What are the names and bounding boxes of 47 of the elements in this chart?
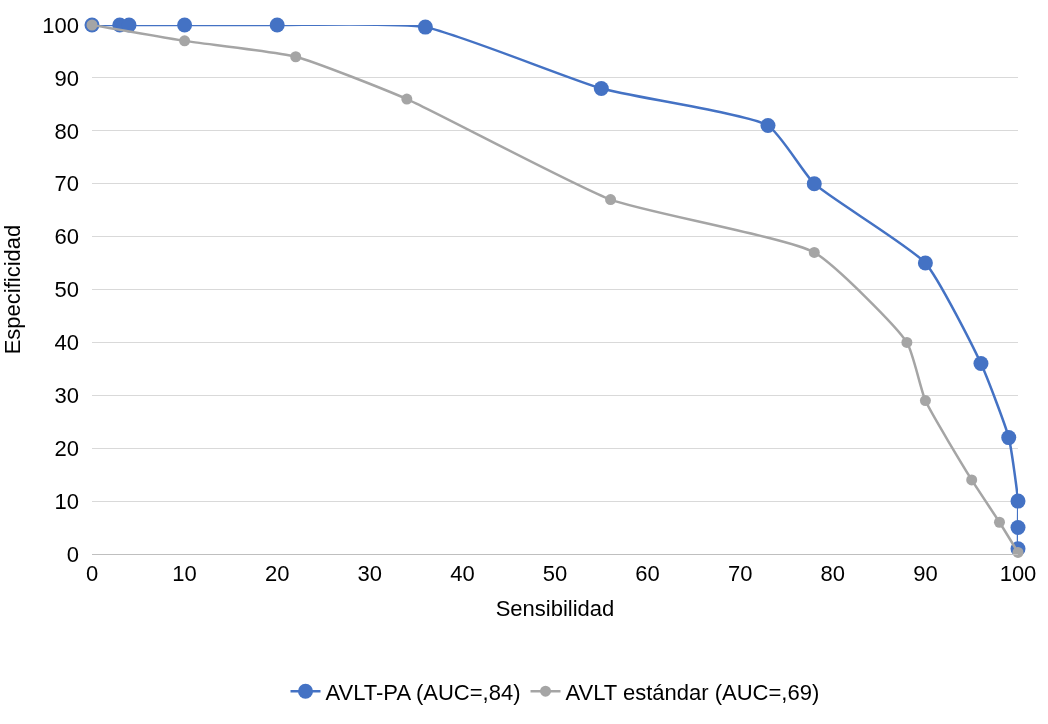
y-tick-label: 80 xyxy=(54,118,79,144)
y-tick-label: 0 xyxy=(66,541,79,567)
y-tick-label: 50 xyxy=(54,277,79,303)
y-tick-label: 60 xyxy=(54,224,79,250)
x-tick-label: 0 xyxy=(85,561,99,587)
point xyxy=(290,51,302,63)
x-tick-label: 10 xyxy=(172,561,197,587)
x-axis-title: Sensibilidad xyxy=(495,596,615,622)
point xyxy=(593,80,609,96)
y-tick-label: 90 xyxy=(54,65,79,91)
y-axis-title: Especificidad xyxy=(0,224,26,355)
x-tick-label: 30 xyxy=(357,561,383,587)
y-tick-label: 100 xyxy=(42,12,79,38)
x-tick-label: 70 xyxy=(727,561,753,587)
legend-label: AVLT estándar (AUC=,69) xyxy=(565,679,820,705)
point xyxy=(417,19,433,35)
x-tick-label: 20 xyxy=(264,561,290,587)
y-tick-label: 40 xyxy=(54,330,79,356)
x-tick-label: 90 xyxy=(913,561,938,587)
x-tick-label: 100 xyxy=(999,561,1037,587)
point xyxy=(269,17,285,33)
y-tick-label: 10 xyxy=(54,488,79,514)
point xyxy=(806,176,822,192)
point xyxy=(179,35,191,47)
point xyxy=(808,246,820,258)
y-tick-label: 30 xyxy=(54,383,79,408)
point xyxy=(177,17,193,33)
point xyxy=(760,118,776,133)
point xyxy=(901,336,913,348)
point xyxy=(966,474,978,486)
x-tick-label: 50 xyxy=(542,561,568,587)
point xyxy=(1010,493,1026,509)
point xyxy=(973,356,989,372)
x-tick-label: 80 xyxy=(820,561,846,587)
x-tick-label: 40 xyxy=(450,561,475,587)
point xyxy=(1001,430,1017,446)
legend-label: AVLT-PA (AUC=,84) xyxy=(325,679,521,705)
y-tick-label: 20 xyxy=(54,435,79,461)
point xyxy=(1012,546,1024,558)
point xyxy=(1010,520,1026,536)
point xyxy=(401,93,413,105)
x-tick-label: 60 xyxy=(635,561,660,587)
point xyxy=(919,395,931,407)
point xyxy=(993,516,1005,528)
y-tick-label: 70 xyxy=(54,171,79,197)
point xyxy=(605,194,617,206)
point xyxy=(917,255,933,271)
